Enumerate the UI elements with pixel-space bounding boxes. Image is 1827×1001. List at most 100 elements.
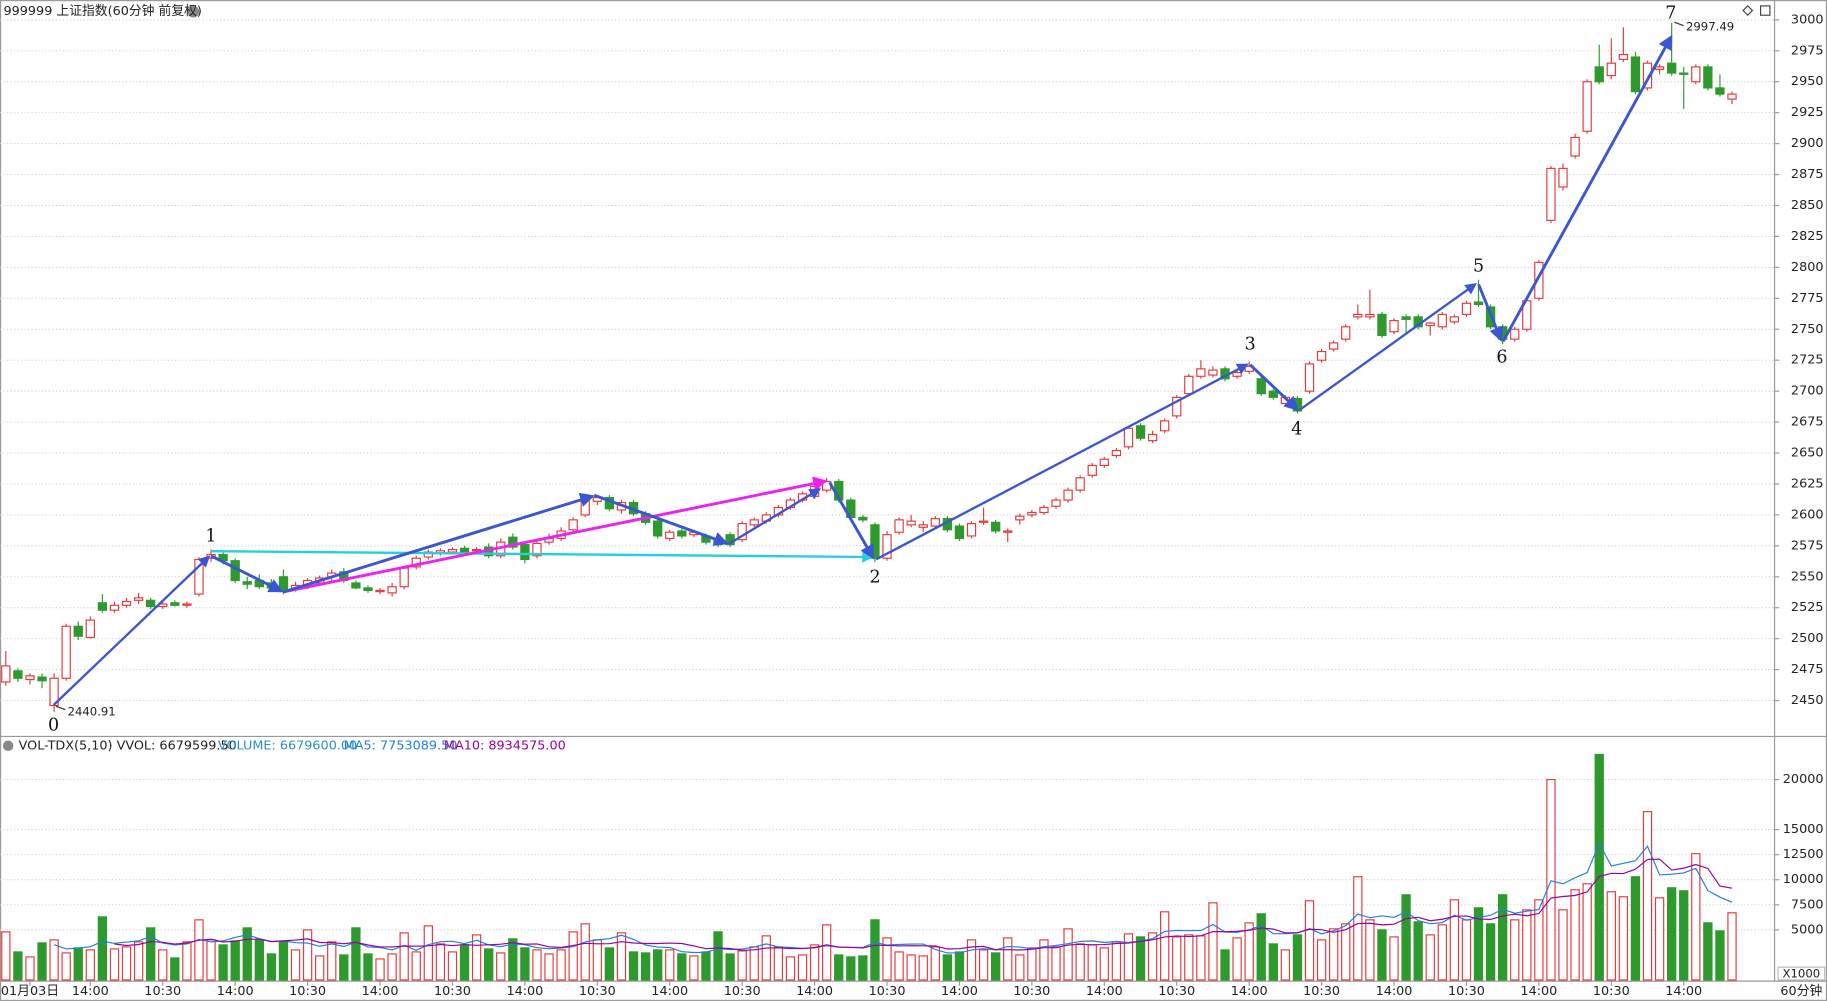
y-tick-label: 2950 [1791, 74, 1824, 89]
candle-body [146, 599, 156, 608]
volume-bar [1389, 936, 1399, 981]
candle-body [1304, 363, 1315, 392]
volume-bar [785, 956, 796, 981]
candle-body [580, 499, 590, 516]
volume-bar [1534, 899, 1544, 981]
candle-body [1654, 66, 1665, 70]
volume-bar [725, 953, 735, 981]
wave-label: 1 [205, 527, 216, 547]
y-tick-label: 2600 [1791, 507, 1824, 522]
volume-bar [1642, 811, 1653, 981]
volume-bar [616, 932, 627, 981]
y-tick-label: 2825 [1791, 229, 1824, 244]
candle-body [1015, 515, 1025, 521]
wave-arrow [593, 493, 729, 546]
volume-bar [85, 949, 95, 981]
volume-bar [327, 941, 337, 981]
volume-bar [1703, 922, 1713, 981]
candle-body [1642, 62, 1653, 89]
wave-arrow [1477, 283, 1504, 342]
candle-body [1111, 449, 1122, 457]
candle-body [1666, 62, 1677, 74]
candle-body [1160, 420, 1170, 432]
y-tick-label: 3000 [1791, 12, 1824, 27]
volume-bar [230, 940, 240, 981]
volume-bar [146, 927, 156, 981]
volume-bar [653, 949, 663, 981]
candle-body [1437, 313, 1447, 328]
volume-bar [1111, 941, 1122, 981]
volume-bar [1208, 902, 1218, 981]
candle-body [1329, 342, 1339, 350]
volume-bar [351, 927, 361, 981]
volume-bar [1570, 889, 1580, 981]
candle-body [1196, 368, 1206, 377]
volume-bar [640, 952, 651, 981]
x-tick-label: 14:00 [1665, 984, 1702, 999]
candle-body [1425, 322, 1435, 327]
volume-bar [508, 938, 518, 981]
candle-body [1449, 316, 1460, 323]
panel-icon[interactable] [1760, 5, 1771, 16]
unit-box [1777, 966, 1826, 981]
volume-bar [1401, 894, 1411, 981]
candle-body [25, 675, 35, 681]
candle-body [1232, 372, 1242, 377]
candle-body [1, 665, 11, 683]
x-tick-label: 14:00 [1231, 984, 1268, 999]
volume-bar [1304, 900, 1315, 981]
indicator-menu-icon[interactable] [2, 740, 14, 752]
candle-body [930, 518, 940, 527]
volume-bar [387, 953, 397, 981]
volume-bar [592, 939, 602, 981]
wave-arrow [727, 488, 822, 546]
y-tick-label: 2925 [1791, 105, 1824, 120]
x-tick-label: 14:00 [217, 984, 254, 999]
volume-bar [170, 957, 180, 981]
volume-bar [121, 946, 132, 981]
candle-body [1703, 66, 1713, 89]
volume-bar [1268, 943, 1278, 981]
candle-body [737, 522, 747, 541]
volume-bar [1377, 929, 1387, 981]
x-tick-label: 14:00 [1520, 984, 1557, 999]
volume-bar [158, 949, 168, 981]
candle-body [1027, 511, 1037, 516]
volume-bar [182, 941, 192, 981]
y-tick-label: 5000 [1791, 922, 1824, 937]
candle-body [1570, 136, 1580, 157]
volume-bar [447, 951, 458, 981]
legend-entry: VOLUME: 6679600.00 [218, 738, 357, 753]
volume-bar [1147, 932, 1158, 981]
x-tick-label: 10:30 [1448, 984, 1485, 999]
x-tick-label: 10:30 [434, 984, 471, 999]
x-tick-label: 10:30 [144, 984, 181, 999]
candle-body [1558, 167, 1568, 188]
volume-bar [37, 942, 47, 981]
volume-bar [73, 947, 83, 981]
volume-bar [423, 925, 433, 981]
title-menu-icon[interactable] [187, 5, 200, 18]
volume-bar [1449, 899, 1460, 981]
volume-bar [689, 955, 699, 981]
y-tick-label: 2775 [1791, 291, 1824, 306]
candle-body [399, 567, 409, 588]
candle-body [1353, 313, 1363, 318]
x-tick-label: 14:00 [1086, 984, 1123, 999]
candle-body [242, 581, 252, 585]
volume-bar [399, 932, 409, 981]
volume-bar [1618, 896, 1629, 981]
candle-body [97, 602, 108, 611]
volume-bar [906, 954, 916, 981]
x-tick-label: 01月03日 [1, 984, 59, 999]
volume-bar [930, 946, 940, 981]
diamond-icon[interactable] [1742, 5, 1754, 17]
y-tick-label: 2975 [1791, 43, 1824, 58]
volume-bar [1123, 933, 1134, 981]
volume-bar [242, 927, 252, 981]
volume-bar [194, 919, 204, 981]
candle-body [1075, 477, 1085, 491]
volume-bar [858, 955, 868, 981]
wave-arrow [52, 555, 211, 706]
volume-bar [761, 935, 771, 981]
